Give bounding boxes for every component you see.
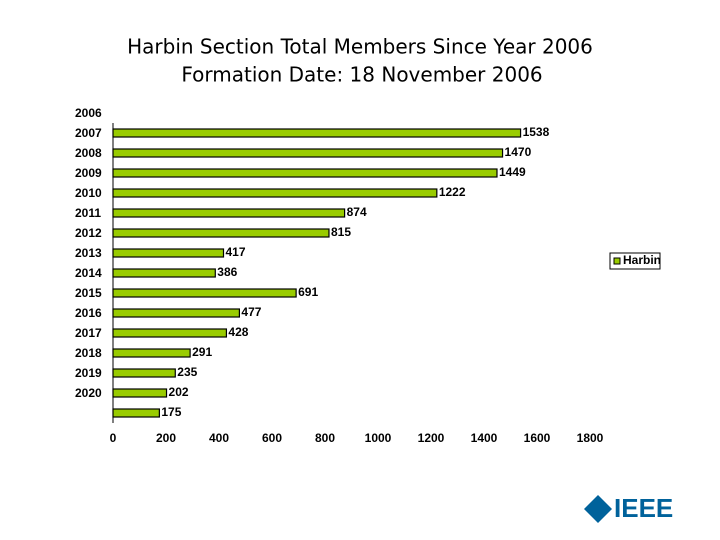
x-tick-label: 600: [262, 431, 282, 445]
data-label: 1538: [523, 125, 550, 139]
y-tick-label: 2019: [75, 366, 102, 380]
data-label: 291: [192, 345, 212, 359]
legend-swatch: [613, 257, 621, 265]
data-label: 874: [347, 205, 367, 219]
x-tick-label: 400: [209, 431, 229, 445]
legend-label: Harbin: [623, 253, 661, 267]
x-tick-label: 1000: [365, 431, 392, 445]
bar: [112, 328, 228, 338]
x-tick-label: 800: [315, 431, 335, 445]
data-label: 386: [217, 265, 237, 279]
y-tick-label: 2010: [75, 186, 102, 200]
y-tick-label: 2013: [75, 246, 102, 260]
y-tick-label: 2011: [75, 206, 101, 220]
x-tick-label: 1600: [524, 431, 551, 445]
bar: [112, 388, 168, 398]
y-tick-label: 2008: [75, 146, 102, 160]
x-tick-label: 1200: [418, 431, 445, 445]
x-tick-label: 200: [156, 431, 176, 445]
bar: [112, 208, 346, 218]
bar: [112, 308, 241, 318]
bar: [112, 408, 160, 418]
bar: [112, 148, 504, 158]
y-tick-label: 2017: [75, 326, 102, 340]
bar: [112, 128, 522, 138]
data-label: 477: [241, 305, 261, 319]
y-tick-label: 2009: [75, 166, 102, 180]
y-tick-label: 2015: [75, 286, 102, 300]
y-tick-label: 2007: [75, 126, 102, 140]
x-tick-label: 1400: [471, 431, 498, 445]
data-label: 235: [177, 365, 197, 379]
data-label: 428: [228, 325, 248, 339]
chart-title: Harbin Section Total Members Since Year …: [127, 35, 593, 59]
legend-box: [609, 252, 661, 270]
bar: [112, 368, 176, 378]
bar: [112, 288, 297, 298]
bar: [112, 268, 216, 278]
data-label: 1470: [505, 145, 532, 159]
y-tick-label: 2014: [75, 266, 102, 280]
data-label: 175: [161, 405, 181, 419]
bar: [112, 168, 498, 178]
y-tick-label: 2018: [75, 346, 102, 360]
bar: [112, 248, 225, 258]
y-tick-label: 2020: [75, 386, 102, 400]
data-label: 1222: [439, 185, 466, 199]
y-tick-label: 2016: [75, 306, 102, 320]
data-label: 202: [169, 385, 189, 399]
data-label: 815: [331, 225, 351, 239]
data-label: 417: [226, 245, 246, 259]
x-tick-label: 1800: [577, 431, 604, 445]
bar: [112, 188, 438, 198]
bar: [112, 348, 191, 358]
y-tick-label: 2006: [75, 106, 102, 120]
logo-text: IEEE: [614, 493, 673, 523]
data-label: 691: [298, 285, 318, 299]
ieee-logo: IEEE: [584, 493, 673, 523]
y-tick-label: 2012: [75, 226, 102, 240]
bar: [112, 228, 330, 238]
data-label: 1449: [499, 165, 526, 179]
logo-diamond: [584, 495, 612, 523]
chart-subtitle: Formation Date: 18 November 2006: [181, 63, 542, 87]
x-tick-label: 0: [110, 431, 117, 445]
